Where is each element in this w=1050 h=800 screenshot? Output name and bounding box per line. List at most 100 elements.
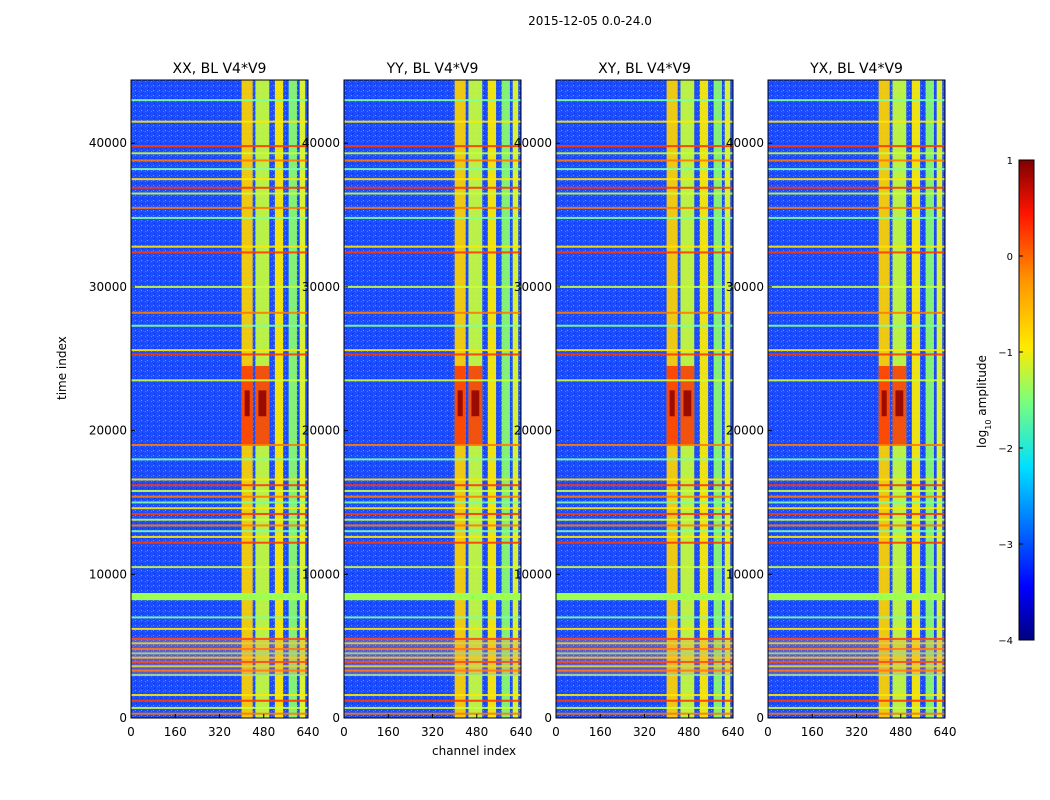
channel-band	[501, 80, 510, 718]
rfi-row	[131, 443, 308, 446]
rfi-row	[556, 206, 733, 209]
rfi-row	[556, 673, 733, 676]
y-tick-label: 20000	[302, 424, 340, 438]
rfi-row	[768, 507, 945, 510]
rfi-row	[768, 99, 945, 102]
x-tick-label: 0	[552, 725, 560, 739]
x-tick-label: 320	[208, 725, 231, 739]
rfi-row	[556, 699, 733, 702]
y-axis-label: time index	[55, 336, 69, 400]
rfi-row	[556, 507, 733, 510]
rfi-row	[131, 145, 308, 148]
rfi-row	[131, 637, 308, 640]
rfi-row	[768, 489, 945, 492]
figure-suptitle: 2015-12-05 0.0-24.0	[528, 14, 652, 28]
x-tick-label: 480	[252, 725, 275, 739]
rfi-row	[131, 512, 308, 515]
rfi-row	[556, 285, 733, 288]
rfi-row	[131, 706, 308, 709]
rfi-row	[556, 694, 733, 697]
y-tick-label: 0	[544, 711, 552, 725]
rfi-row	[131, 245, 308, 248]
rfi-row	[768, 535, 945, 538]
rfi-row	[344, 489, 521, 492]
x-tick-label: 640	[722, 725, 745, 739]
panel-title: YX, BL V4*V9	[809, 61, 903, 77]
rfi-row	[768, 712, 945, 715]
rfi-row	[556, 192, 733, 195]
rfi-wide-row	[344, 592, 521, 601]
rfi-row	[131, 379, 308, 382]
rfi-row	[556, 512, 733, 515]
rfi-row	[768, 665, 945, 668]
rfi-row	[556, 353, 733, 356]
rfi-row	[768, 245, 945, 248]
rfi-row	[344, 245, 521, 248]
rfi-row	[344, 443, 521, 446]
rfi-row	[556, 656, 733, 659]
rfi-row	[768, 616, 945, 619]
rfi-row	[131, 99, 308, 102]
rfi-row	[768, 669, 945, 672]
rfi-row	[556, 168, 733, 171]
burst-core	[471, 390, 480, 417]
rfi-row	[556, 627, 733, 630]
rfi-row	[131, 507, 308, 510]
x-tick-label: 0	[127, 725, 135, 739]
rfi-row	[344, 324, 521, 327]
colorbar-gradient	[1018, 159, 1035, 641]
rfi-row	[768, 627, 945, 630]
rfi-row	[768, 660, 945, 663]
channel-band	[512, 80, 519, 718]
rfi-row	[556, 478, 733, 481]
rfi-row	[556, 648, 733, 651]
rfi-row	[344, 216, 521, 219]
rfi-row	[556, 652, 733, 655]
rfi-row	[556, 541, 733, 544]
rfi-row	[556, 145, 733, 148]
rfi-row	[131, 518, 308, 521]
rfi-row	[344, 120, 521, 123]
rfi-row	[768, 192, 945, 195]
rfi-row	[131, 566, 308, 569]
rfi-row	[344, 251, 521, 254]
colorbar-tick-label: −3	[998, 540, 1013, 551]
channel-band	[274, 80, 284, 718]
rfi-row	[556, 152, 733, 155]
rfi-row	[344, 530, 521, 533]
rfi-block	[344, 637, 521, 675]
rfi-row	[131, 324, 308, 327]
rfi-row	[344, 353, 521, 356]
rfi-row	[131, 656, 308, 659]
rfi-row	[556, 216, 733, 219]
rfi-row	[131, 694, 308, 697]
x-tick-label: 480	[889, 725, 912, 739]
rfi-row	[344, 566, 521, 569]
rfi-row	[556, 616, 733, 619]
rfi-row	[556, 379, 733, 382]
rfi-row	[131, 524, 308, 527]
rfi-row	[131, 489, 308, 492]
rfi-row	[556, 484, 733, 487]
rfi-row	[131, 627, 308, 630]
rfi-row	[768, 145, 945, 148]
rfi-row	[344, 484, 521, 487]
rfi-row	[556, 186, 733, 189]
rfi-row	[344, 285, 521, 288]
rfi-row	[344, 694, 521, 697]
burst-core	[881, 390, 887, 417]
x-tick-label: 480	[465, 725, 488, 739]
burst-core	[895, 390, 904, 417]
rfi-row	[556, 458, 733, 461]
rfi-row	[344, 99, 521, 102]
rfi-row	[768, 168, 945, 171]
rfi-row	[344, 660, 521, 663]
rfi-row	[131, 665, 308, 668]
rfi-block	[768, 637, 945, 675]
rfi-row	[344, 665, 521, 668]
rfi-row	[556, 665, 733, 668]
rfi-row	[131, 530, 308, 533]
rfi-row	[131, 152, 308, 155]
channel-band	[288, 80, 297, 718]
